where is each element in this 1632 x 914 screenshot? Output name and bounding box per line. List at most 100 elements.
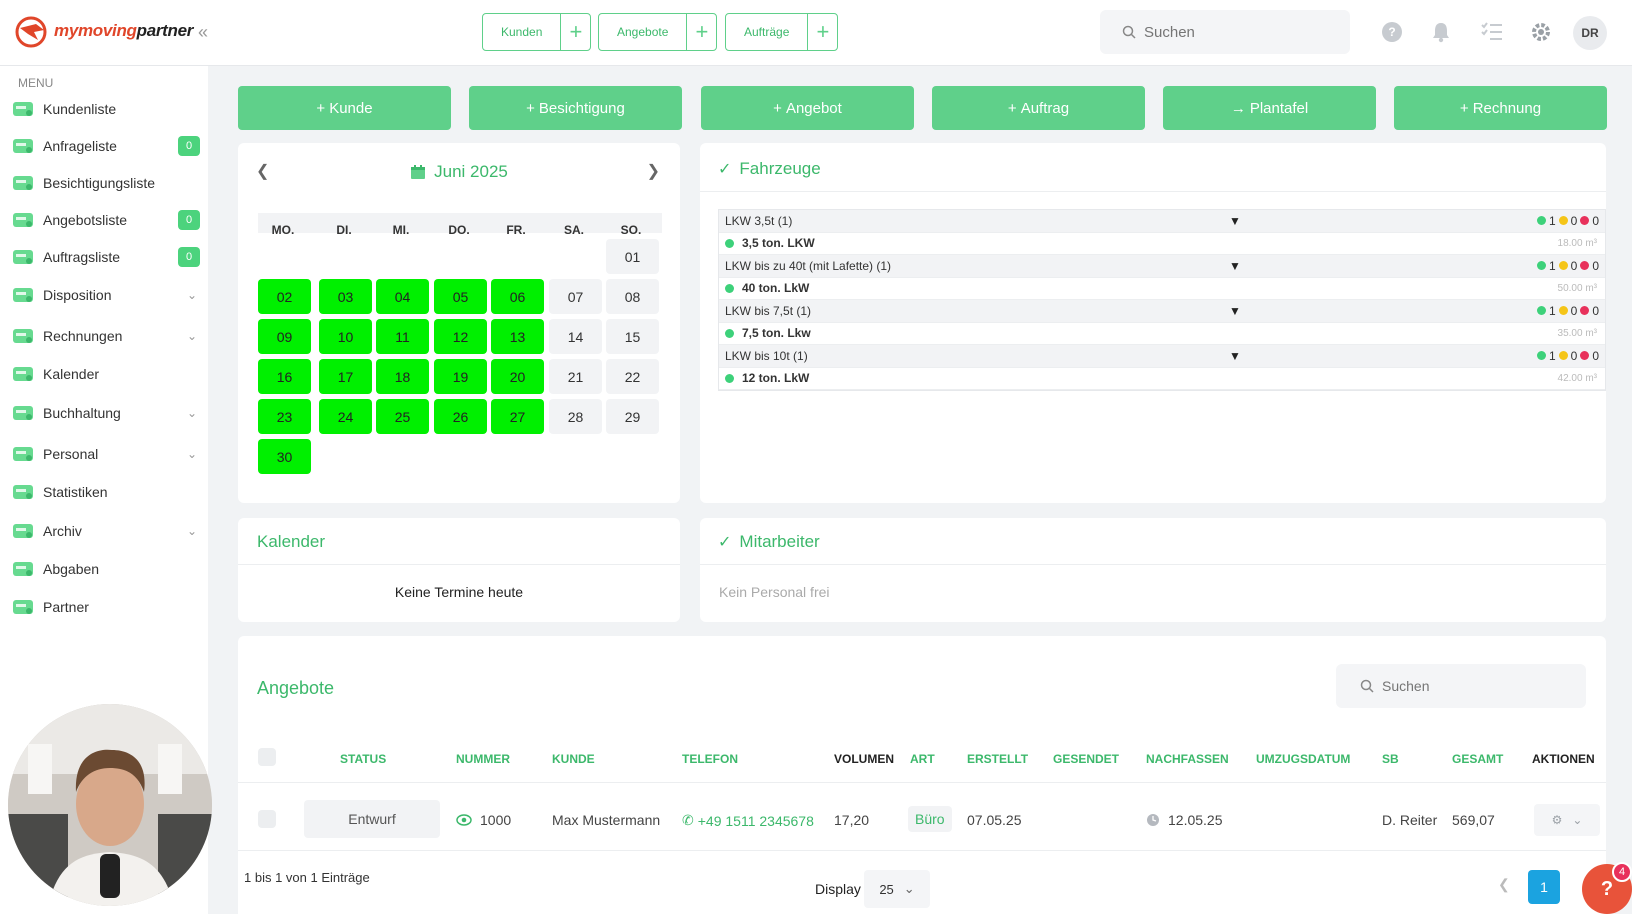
- row-checkbox[interactable]: [258, 810, 276, 828]
- calendar-day[interactable]: 03: [319, 279, 372, 314]
- global-search-input[interactable]: [1144, 23, 1324, 41]
- add-order-icon[interactable]: +: [807, 14, 837, 50]
- calendar-day[interactable]: 05: [434, 279, 487, 314]
- vehicle-row[interactable]: 3,5 ton. LKW 18.00 m³: [719, 232, 1605, 255]
- calendar-day[interactable]: 22: [606, 359, 659, 394]
- help-icon[interactable]: ?: [1380, 20, 1404, 44]
- calendar-day[interactable]: 28: [549, 399, 602, 434]
- col-volume[interactable]: VOLUMEN: [834, 752, 894, 766]
- calendar-day[interactable]: 26: [434, 399, 487, 434]
- calendar-day[interactable]: 09: [258, 319, 311, 354]
- prev-page-icon[interactable]: ❮: [1498, 876, 1510, 892]
- col-clerk[interactable]: SB: [1382, 752, 1399, 766]
- brand-logo[interactable]: mymovingpartner: [14, 14, 193, 48]
- sidebar-item-anfrageliste[interactable]: Anfrageliste 0: [10, 131, 200, 161]
- vehicle-group-row[interactable]: LKW bis 7,5t (1) ▼ 1 0 0: [719, 300, 1605, 323]
- sidebar-item-archiv[interactable]: Archiv ⌄: [10, 516, 200, 546]
- col-phone[interactable]: TELEFON: [682, 752, 738, 766]
- calendar-day[interactable]: 13: [491, 319, 544, 354]
- task-list-icon[interactable]: [1480, 20, 1504, 44]
- settings-gear-icon[interactable]: [1529, 20, 1553, 44]
- col-total[interactable]: GESAMT: [1452, 752, 1504, 766]
- next-month-icon[interactable]: ❯: [646, 163, 660, 180]
- calendar-day[interactable]: 16: [258, 359, 311, 394]
- new-plantafel-button[interactable]: → Plantafel: [1163, 86, 1376, 130]
- select-all-checkbox[interactable]: [258, 748, 276, 766]
- calendar-day[interactable]: 04: [376, 279, 429, 314]
- col-number[interactable]: NUMMER: [456, 752, 510, 766]
- prev-month-icon[interactable]: ❮: [256, 163, 270, 180]
- col-move-date[interactable]: UMZUGSDATUM: [1256, 752, 1351, 766]
- calendar-day[interactable]: 02: [258, 279, 311, 314]
- notifications-bell-icon[interactable]: [1429, 20, 1453, 44]
- sidebar-item-disposition[interactable]: Disposition ⌄: [10, 280, 200, 310]
- sidebar-item-kalender[interactable]: Kalender: [10, 359, 200, 389]
- page-1-button[interactable]: 1: [1528, 870, 1560, 904]
- add-customer-icon[interactable]: +: [560, 14, 590, 50]
- col-type[interactable]: ART: [910, 752, 935, 766]
- quick-orders-link[interactable]: Aufträge: [744, 25, 790, 39]
- expand-triangle-icon[interactable]: ▼: [1229, 258, 1241, 273]
- expand-triangle-icon[interactable]: ▼: [1229, 348, 1241, 363]
- vehicle-row[interactable]: 7,5 ton. Lkw 35.00 m³: [719, 322, 1605, 345]
- offer-number-cell[interactable]: 1000: [456, 812, 511, 828]
- calendar-day[interactable]: 20: [491, 359, 544, 394]
- sidebar-item-besichtigungsliste[interactable]: Besichtigungsliste: [10, 168, 200, 198]
- sidebar-item-rechnungen[interactable]: Rechnungen ⌄: [10, 321, 200, 351]
- calendar-day[interactable]: 17: [319, 359, 372, 394]
- new-kunde-button[interactable]: + Kunde: [238, 86, 451, 130]
- vehicle-row[interactable]: 40 ton. LkW 50.00 m³: [719, 277, 1605, 300]
- col-created[interactable]: ERSTELLT: [967, 752, 1029, 766]
- offers-search-input[interactable]: [1382, 678, 1562, 694]
- calendar-day[interactable]: 10: [319, 319, 372, 354]
- col-customer[interactable]: KUNDE: [552, 752, 595, 766]
- vehicle-group-row[interactable]: LKW bis zu 40t (mit Lafette) (1) ▼ 1 0 0: [719, 255, 1605, 278]
- vehicle-group-row[interactable]: LKW 3,5t (1) ▼ 1 0 0: [719, 210, 1605, 233]
- sidebar-item-kundenliste[interactable]: Kundenliste: [10, 94, 200, 124]
- col-sent[interactable]: GESENDET: [1053, 752, 1120, 766]
- calendar-day[interactable]: 01: [606, 239, 659, 274]
- calendar-day[interactable]: 21: [549, 359, 602, 394]
- quick-offers-link[interactable]: Angebote: [617, 25, 669, 39]
- new-angebot-button[interactable]: + Angebot: [701, 86, 914, 130]
- phone-cell[interactable]: ✆ +49 1511 2345678: [682, 812, 814, 829]
- sidebar-item-abgaben[interactable]: Abgaben: [10, 554, 200, 584]
- col-followup[interactable]: NACHFASSEN: [1146, 752, 1229, 766]
- new-auftrag-button[interactable]: + Auftrag: [932, 86, 1145, 130]
- calendar-day[interactable]: 15: [606, 319, 659, 354]
- add-offer-icon[interactable]: +: [686, 14, 716, 50]
- customer-name[interactable]: Max Mustermann: [552, 812, 661, 828]
- vehicle-group-row[interactable]: LKW bis 10t (1) ▼ 1 0 0: [719, 345, 1605, 368]
- sidebar-item-statistiken[interactable]: Statistiken: [10, 477, 200, 507]
- sidebar-item-personal[interactable]: Personal ⌄: [10, 439, 200, 469]
- calendar-day[interactable]: 14: [549, 319, 602, 354]
- new-rechnung-button[interactable]: + Rechnung: [1394, 86, 1607, 130]
- sidebar-item-buchhaltung[interactable]: Buchhaltung ⌄: [10, 398, 200, 428]
- collapse-sidebar-icon[interactable]: «: [198, 22, 209, 42]
- calendar-day[interactable]: 19: [434, 359, 487, 394]
- col-status[interactable]: STATUS: [340, 752, 387, 766]
- calendar-day[interactable]: 08: [606, 279, 659, 314]
- calendar-day[interactable]: 25: [376, 399, 429, 434]
- sidebar-item-partner[interactable]: Partner: [10, 592, 200, 622]
- calendar-day[interactable]: 23: [258, 399, 311, 434]
- expand-triangle-icon[interactable]: ▼: [1229, 213, 1241, 228]
- calendar-day[interactable]: 30: [258, 439, 311, 474]
- new-besichtigung-button[interactable]: + Besichtigung: [469, 86, 682, 130]
- calendar-day[interactable]: 11: [376, 319, 429, 354]
- expand-triangle-icon[interactable]: ▼: [1229, 303, 1241, 318]
- sidebar-item-angebotsliste[interactable]: Angebotsliste 0: [10, 205, 200, 235]
- calendar-day[interactable]: 06: [491, 279, 544, 314]
- calendar-day[interactable]: 27: [491, 399, 544, 434]
- calendar-day[interactable]: 29: [606, 399, 659, 434]
- quick-customers-link[interactable]: Kunden: [501, 25, 543, 39]
- sidebar-item-auftragsliste[interactable]: Auftragsliste 0: [10, 242, 200, 272]
- row-actions-dropdown[interactable]: ⚙ ⌄: [1534, 804, 1600, 836]
- calendar-day[interactable]: 24: [319, 399, 372, 434]
- vehicle-row[interactable]: 12 ton. LkW 42.00 m³: [719, 367, 1605, 390]
- calendar-day[interactable]: 07: [549, 279, 602, 314]
- calendar-day[interactable]: 18: [376, 359, 429, 394]
- page-size-select[interactable]: 25 ⌄: [864, 870, 930, 908]
- calendar-day[interactable]: 12: [434, 319, 487, 354]
- user-avatar[interactable]: DR: [1573, 16, 1607, 50]
